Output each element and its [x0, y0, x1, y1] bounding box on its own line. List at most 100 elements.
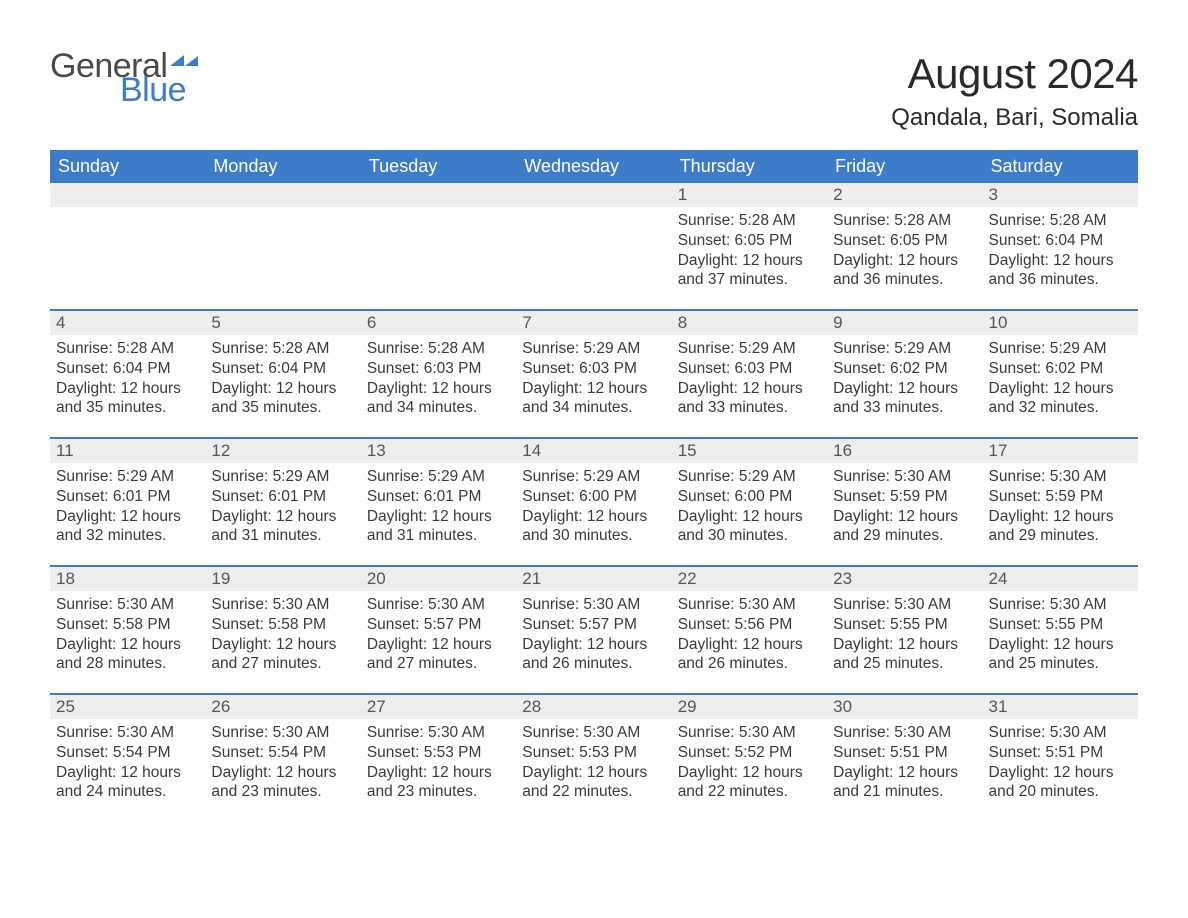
date-number	[50, 183, 205, 207]
logo-text-blue: Blue	[120, 74, 198, 106]
daylight-text: Daylight: 12 hours and 33 minutes.	[678, 379, 821, 419]
sunset-text: Sunset: 6:01 PM	[367, 487, 510, 507]
day-body: Sunrise: 5:29 AMSunset: 6:00 PMDaylight:…	[672, 463, 827, 552]
sunset-text: Sunset: 5:53 PM	[522, 743, 665, 763]
date-number: 1	[672, 183, 827, 207]
sunrise-text: Sunrise: 5:30 AM	[989, 723, 1132, 743]
day-body: Sunrise: 5:30 AMSunset: 5:57 PMDaylight:…	[361, 591, 516, 680]
sunrise-text: Sunrise: 5:29 AM	[56, 467, 199, 487]
day-body: Sunrise: 5:30 AMSunset: 5:59 PMDaylight:…	[827, 463, 982, 552]
daylight-text: Daylight: 12 hours and 35 minutes.	[211, 379, 354, 419]
date-number: 4	[50, 311, 205, 335]
daylight-text: Daylight: 12 hours and 31 minutes.	[211, 507, 354, 547]
day-body: Sunrise: 5:30 AMSunset: 5:53 PMDaylight:…	[516, 719, 671, 808]
sunset-text: Sunset: 5:59 PM	[989, 487, 1132, 507]
sunset-text: Sunset: 5:53 PM	[367, 743, 510, 763]
sunset-text: Sunset: 6:03 PM	[522, 359, 665, 379]
date-number: 17	[983, 439, 1138, 463]
week-row: 25Sunrise: 5:30 AMSunset: 5:54 PMDayligh…	[50, 693, 1138, 821]
sunrise-text: Sunrise: 5:29 AM	[989, 339, 1132, 359]
sunset-text: Sunset: 6:05 PM	[678, 231, 821, 251]
week-row: 18Sunrise: 5:30 AMSunset: 5:58 PMDayligh…	[50, 565, 1138, 693]
day-body: Sunrise: 5:28 AMSunset: 6:04 PMDaylight:…	[205, 335, 360, 424]
week-row: 1Sunrise: 5:28 AMSunset: 6:05 PMDaylight…	[50, 183, 1138, 309]
daylight-text: Daylight: 12 hours and 31 minutes.	[367, 507, 510, 547]
sunset-text: Sunset: 6:00 PM	[522, 487, 665, 507]
day-body: Sunrise: 5:30 AMSunset: 5:53 PMDaylight:…	[361, 719, 516, 808]
sunrise-text: Sunrise: 5:29 AM	[522, 339, 665, 359]
daylight-text: Daylight: 12 hours and 34 minutes.	[522, 379, 665, 419]
date-number: 22	[672, 567, 827, 591]
daylight-text: Daylight: 12 hours and 26 minutes.	[522, 635, 665, 675]
sunset-text: Sunset: 5:54 PM	[56, 743, 199, 763]
date-number: 6	[361, 311, 516, 335]
date-number: 31	[983, 695, 1138, 719]
day-cell	[50, 183, 205, 309]
date-number: 10	[983, 311, 1138, 335]
day-body: Sunrise: 5:30 AMSunset: 5:54 PMDaylight:…	[50, 719, 205, 808]
sunset-text: Sunset: 6:00 PM	[678, 487, 821, 507]
date-number	[205, 183, 360, 207]
day-cell: 1Sunrise: 5:28 AMSunset: 6:05 PMDaylight…	[672, 183, 827, 309]
sunset-text: Sunset: 5:55 PM	[833, 615, 976, 635]
day-cell: 14Sunrise: 5:29 AMSunset: 6:00 PMDayligh…	[516, 439, 671, 565]
sunrise-text: Sunrise: 5:30 AM	[211, 595, 354, 615]
day-body: Sunrise: 5:29 AMSunset: 6:00 PMDaylight:…	[516, 463, 671, 552]
sunrise-text: Sunrise: 5:30 AM	[678, 595, 821, 615]
date-number: 5	[205, 311, 360, 335]
day-header: Wednesday	[516, 150, 671, 183]
day-cell	[516, 183, 671, 309]
day-cell: 16Sunrise: 5:30 AMSunset: 5:59 PMDayligh…	[827, 439, 982, 565]
sunrise-text: Sunrise: 5:30 AM	[833, 467, 976, 487]
date-number: 11	[50, 439, 205, 463]
sunrise-text: Sunrise: 5:30 AM	[367, 595, 510, 615]
day-cell: 6Sunrise: 5:28 AMSunset: 6:03 PMDaylight…	[361, 311, 516, 437]
sunrise-text: Sunrise: 5:30 AM	[522, 723, 665, 743]
sunset-text: Sunset: 5:58 PM	[56, 615, 199, 635]
page-header: General Blue August 2024 Qandala, Bari, …	[50, 50, 1138, 132]
day-cell: 25Sunrise: 5:30 AMSunset: 5:54 PMDayligh…	[50, 695, 205, 821]
sunrise-text: Sunrise: 5:29 AM	[678, 339, 821, 359]
calendar-page: General Blue August 2024 Qandala, Bari, …	[0, 0, 1188, 861]
date-number	[361, 183, 516, 207]
day-cell: 3Sunrise: 5:28 AMSunset: 6:04 PMDaylight…	[983, 183, 1138, 309]
daylight-text: Daylight: 12 hours and 27 minutes.	[211, 635, 354, 675]
date-number	[516, 183, 671, 207]
date-number: 12	[205, 439, 360, 463]
sunrise-text: Sunrise: 5:29 AM	[678, 467, 821, 487]
date-number: 30	[827, 695, 982, 719]
calendar-grid: SundayMondayTuesdayWednesdayThursdayFrid…	[50, 150, 1138, 821]
day-header-row: SundayMondayTuesdayWednesdayThursdayFrid…	[50, 150, 1138, 183]
day-cell: 2Sunrise: 5:28 AMSunset: 6:05 PMDaylight…	[827, 183, 982, 309]
week-row: 11Sunrise: 5:29 AMSunset: 6:01 PMDayligh…	[50, 437, 1138, 565]
day-cell: 15Sunrise: 5:29 AMSunset: 6:00 PMDayligh…	[672, 439, 827, 565]
sunset-text: Sunset: 5:52 PM	[678, 743, 821, 763]
sunset-text: Sunset: 6:05 PM	[833, 231, 976, 251]
day-header: Tuesday	[361, 150, 516, 183]
daylight-text: Daylight: 12 hours and 23 minutes.	[367, 763, 510, 803]
day-cell: 22Sunrise: 5:30 AMSunset: 5:56 PMDayligh…	[672, 567, 827, 693]
daylight-text: Daylight: 12 hours and 26 minutes.	[678, 635, 821, 675]
date-number: 26	[205, 695, 360, 719]
daylight-text: Daylight: 12 hours and 33 minutes.	[833, 379, 976, 419]
date-number: 7	[516, 311, 671, 335]
day-cell: 30Sunrise: 5:30 AMSunset: 5:51 PMDayligh…	[827, 695, 982, 821]
sunset-text: Sunset: 5:55 PM	[989, 615, 1132, 635]
sunrise-text: Sunrise: 5:30 AM	[678, 723, 821, 743]
day-body: Sunrise: 5:28 AMSunset: 6:05 PMDaylight:…	[827, 207, 982, 296]
day-cell: 18Sunrise: 5:30 AMSunset: 5:58 PMDayligh…	[50, 567, 205, 693]
day-cell: 24Sunrise: 5:30 AMSunset: 5:55 PMDayligh…	[983, 567, 1138, 693]
sunset-text: Sunset: 5:58 PM	[211, 615, 354, 635]
day-header: Sunday	[50, 150, 205, 183]
sunrise-text: Sunrise: 5:30 AM	[211, 723, 354, 743]
day-cell: 9Sunrise: 5:29 AMSunset: 6:02 PMDaylight…	[827, 311, 982, 437]
daylight-text: Daylight: 12 hours and 34 minutes.	[367, 379, 510, 419]
day-body: Sunrise: 5:28 AMSunset: 6:05 PMDaylight:…	[672, 207, 827, 296]
sunset-text: Sunset: 5:51 PM	[989, 743, 1132, 763]
sunrise-text: Sunrise: 5:30 AM	[989, 595, 1132, 615]
sunrise-text: Sunrise: 5:28 AM	[367, 339, 510, 359]
day-body: Sunrise: 5:29 AMSunset: 6:02 PMDaylight:…	[983, 335, 1138, 424]
day-cell: 31Sunrise: 5:30 AMSunset: 5:51 PMDayligh…	[983, 695, 1138, 821]
sunset-text: Sunset: 5:54 PM	[211, 743, 354, 763]
sunrise-text: Sunrise: 5:29 AM	[367, 467, 510, 487]
